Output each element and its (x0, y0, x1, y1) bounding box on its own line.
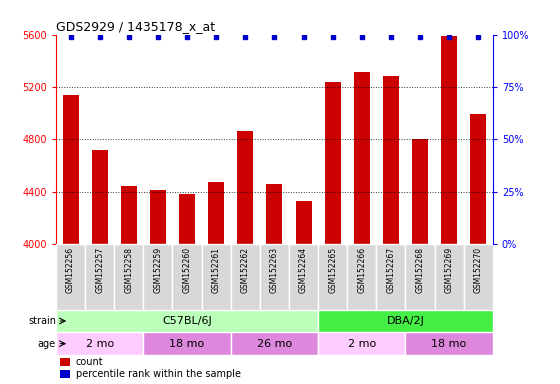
Bar (208, 182, 224, 244)
Bar (405, 244, 435, 310)
Bar (179, 194, 195, 244)
Text: GSM152263: GSM152263 (270, 247, 279, 293)
Bar (202, 244, 231, 310)
Bar (121, 186, 137, 244)
Bar (150, 190, 166, 244)
Bar (56, 244, 85, 310)
Text: GSM152269: GSM152269 (445, 247, 454, 293)
Bar (318, 244, 347, 310)
Text: GSM152262: GSM152262 (241, 247, 250, 293)
Text: 26 mo: 26 mo (257, 339, 292, 349)
Text: GSM152256: GSM152256 (66, 247, 75, 293)
Bar (114, 244, 143, 310)
Text: GSM152258: GSM152258 (124, 247, 133, 293)
Bar (237, 131, 253, 244)
Text: DBA/2J: DBA/2J (386, 316, 424, 326)
Bar (383, 76, 399, 244)
Bar (412, 139, 428, 244)
Bar (60, 370, 70, 377)
Text: GSM152268: GSM152268 (416, 247, 424, 293)
Bar (92, 150, 108, 244)
Bar (325, 82, 340, 244)
Text: GSM152264: GSM152264 (299, 247, 308, 293)
Bar (56, 332, 143, 355)
Bar (60, 358, 70, 366)
Text: GSM152259: GSM152259 (153, 247, 162, 293)
Bar (318, 332, 405, 355)
Bar (231, 332, 318, 355)
Bar (231, 244, 260, 310)
Bar (354, 73, 370, 244)
Text: 18 mo: 18 mo (432, 339, 466, 349)
Text: percentile rank within the sample: percentile rank within the sample (76, 369, 241, 379)
Bar (85, 244, 114, 310)
Text: 18 mo: 18 mo (170, 339, 204, 349)
Text: GSM152266: GSM152266 (357, 247, 366, 293)
Text: C57BL/6J: C57BL/6J (162, 316, 212, 326)
Bar (63, 95, 78, 244)
Text: GDS2929 / 1435178_x_at: GDS2929 / 1435178_x_at (56, 20, 215, 33)
Bar (318, 310, 493, 332)
Text: GSM152270: GSM152270 (474, 247, 483, 293)
Text: GSM152265: GSM152265 (328, 247, 337, 293)
Text: GSM152267: GSM152267 (386, 247, 395, 293)
Bar (289, 244, 318, 310)
Text: age: age (38, 339, 56, 349)
Bar (56, 310, 318, 332)
Bar (376, 244, 405, 310)
Bar (441, 36, 457, 244)
Text: GSM152261: GSM152261 (212, 247, 221, 293)
Bar (435, 244, 464, 310)
Bar (296, 201, 311, 244)
Bar (464, 244, 493, 310)
Text: strain: strain (28, 316, 56, 326)
Bar (143, 244, 172, 310)
Bar (347, 244, 376, 310)
Bar (143, 332, 231, 355)
Text: 2 mo: 2 mo (86, 339, 114, 349)
Text: GSM152260: GSM152260 (183, 247, 192, 293)
Bar (172, 244, 202, 310)
Bar (405, 332, 493, 355)
Text: 2 mo: 2 mo (348, 339, 376, 349)
Bar (470, 114, 486, 244)
Bar (267, 184, 282, 244)
Bar (260, 244, 289, 310)
Text: GSM152257: GSM152257 (95, 247, 104, 293)
Text: count: count (76, 357, 103, 367)
